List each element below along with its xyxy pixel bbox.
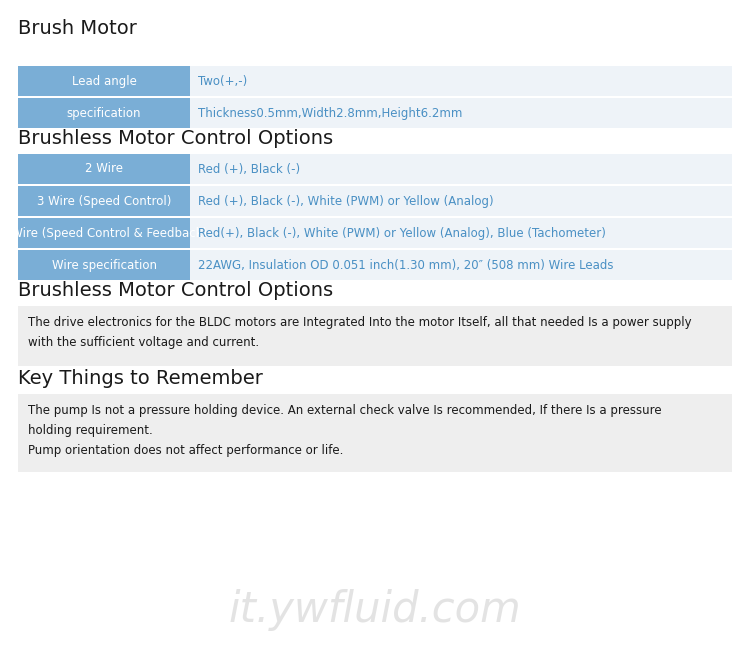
- Bar: [190, 186, 732, 216]
- Text: Thickness0.5mm,Width2.8mm,Height6.2mm: Thickness0.5mm,Width2.8mm,Height6.2mm: [198, 106, 462, 119]
- Bar: [190, 154, 732, 184]
- Text: Red (+), Black (-): Red (+), Black (-): [198, 163, 300, 176]
- Text: 2 Wire: 2 Wire: [85, 163, 123, 176]
- Text: specification: specification: [67, 106, 141, 119]
- Bar: [190, 98, 732, 128]
- Text: Lead angle: Lead angle: [71, 75, 136, 87]
- Bar: [18, 186, 190, 216]
- Bar: [18, 98, 190, 128]
- Text: Red(+), Black (-), White (PWM) or Yellow (Analog), Blue (Tachometer): Red(+), Black (-), White (PWM) or Yellow…: [198, 227, 606, 240]
- Bar: [190, 218, 732, 248]
- Text: it.ywfluid.com: it.ywfluid.com: [229, 589, 521, 631]
- Text: 22AWG, Insulation OD 0.051 inch(1.30 mm), 20″ (508 mm) Wire Leads: 22AWG, Insulation OD 0.051 inch(1.30 mm)…: [198, 259, 614, 272]
- Bar: [190, 250, 732, 280]
- Text: Red (+), Black (-), White (PWM) or Yellow (Analog): Red (+), Black (-), White (PWM) or Yello…: [198, 194, 494, 207]
- Text: The pump Is not a pressure holding device. An external check valve Is recommende: The pump Is not a pressure holding devic…: [28, 404, 662, 457]
- Bar: [18, 154, 190, 184]
- Bar: [18, 394, 732, 472]
- Text: 4 Wire (Speed Control & Feedback): 4 Wire (Speed Control & Feedback): [1, 227, 208, 240]
- Bar: [18, 306, 732, 366]
- Text: Two(+,-): Two(+,-): [198, 75, 248, 87]
- Text: Brushless Motor Control Options: Brushless Motor Control Options: [18, 129, 333, 148]
- Bar: [18, 66, 190, 96]
- Text: Brushless Motor Control Options: Brushless Motor Control Options: [18, 281, 333, 300]
- Bar: [190, 66, 732, 96]
- Text: Wire specification: Wire specification: [52, 259, 157, 272]
- Text: Brush Motor: Brush Motor: [18, 19, 136, 38]
- Text: Key Things to Remember: Key Things to Remember: [18, 369, 262, 388]
- Text: The drive electronics for the BLDC motors are Integrated Into the motor Itself, : The drive electronics for the BLDC motor…: [28, 316, 692, 349]
- Text: 3 Wire (Speed Control): 3 Wire (Speed Control): [37, 194, 171, 207]
- Bar: [18, 218, 190, 248]
- Bar: [18, 250, 190, 280]
